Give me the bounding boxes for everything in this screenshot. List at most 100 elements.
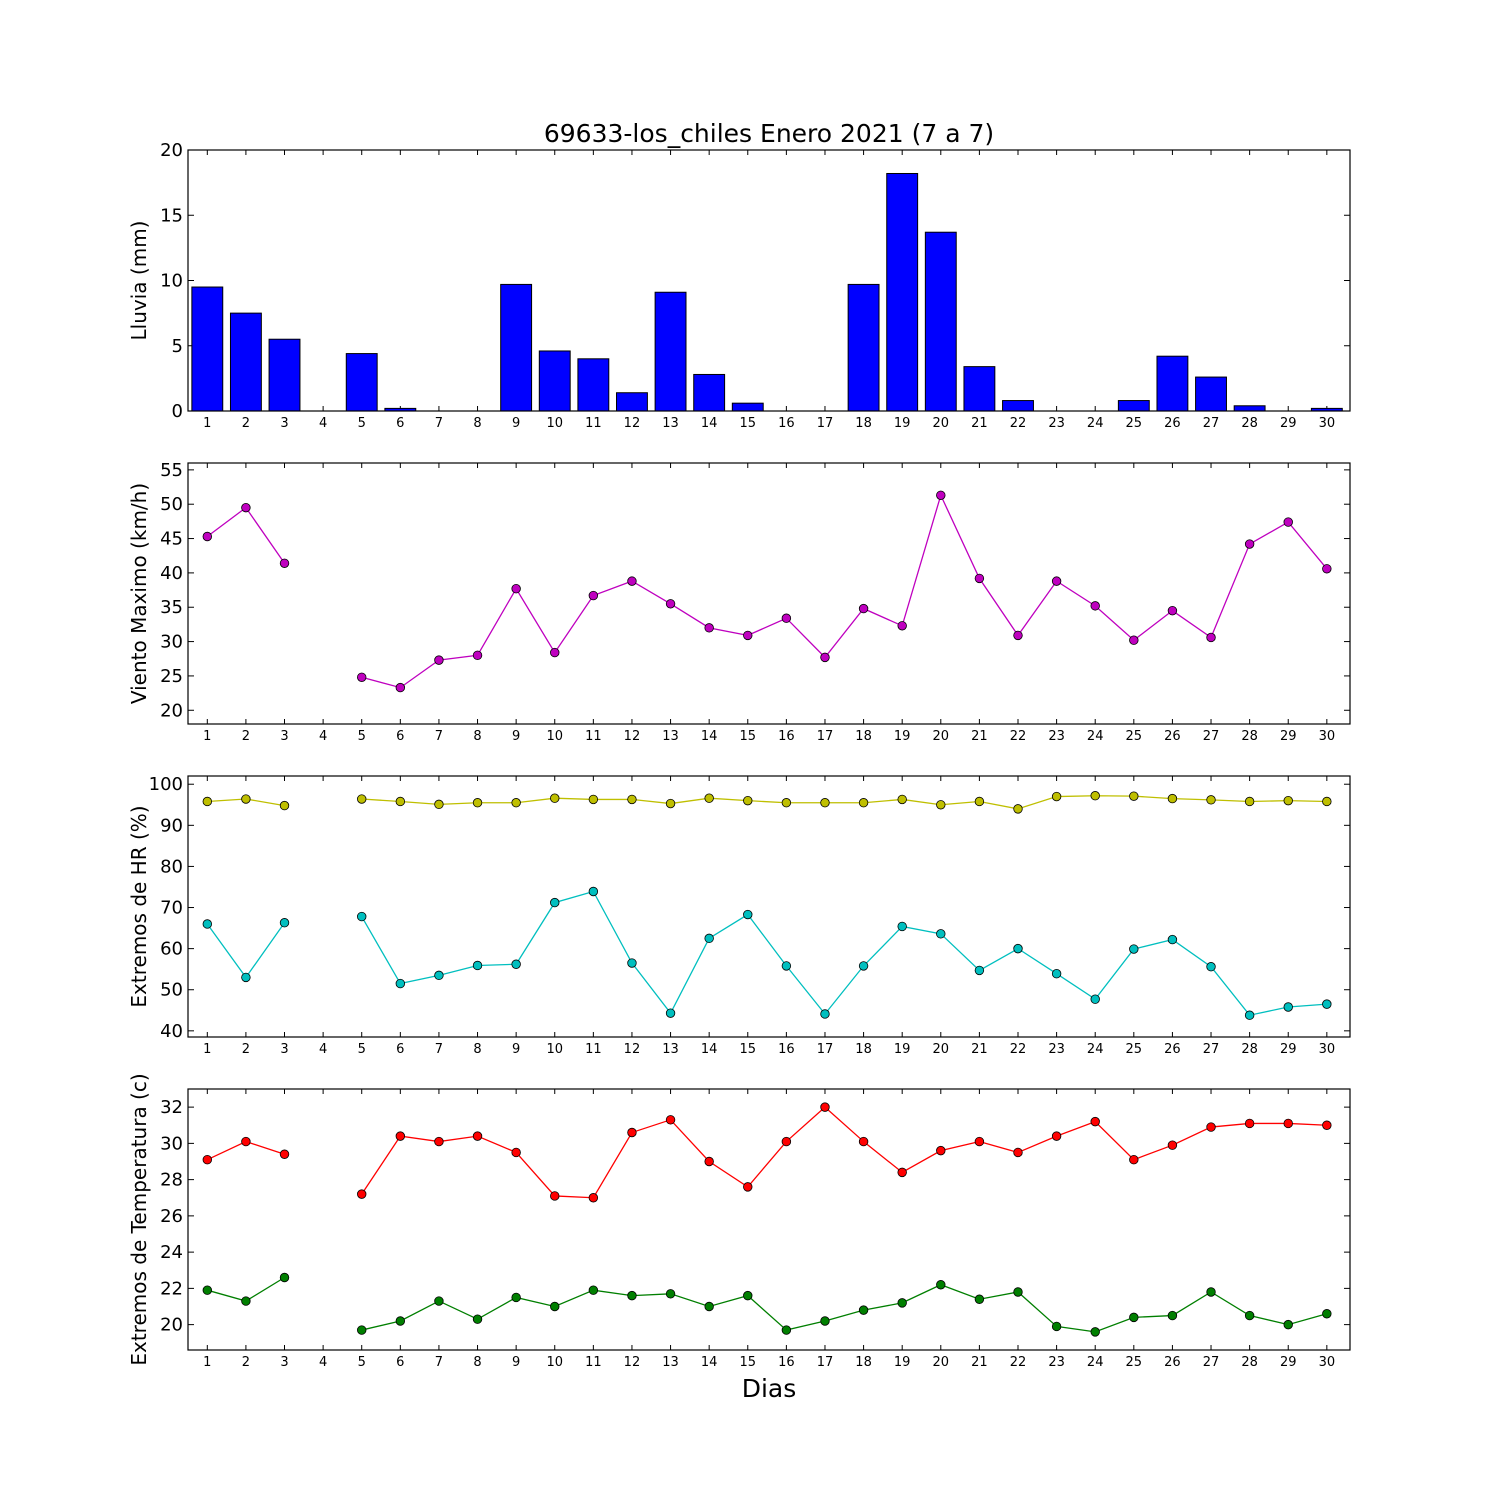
x-tick-label: 14: [701, 416, 718, 431]
data-point: [395, 978, 406, 989]
x-tick-label: 17: [817, 1355, 834, 1370]
data-point: [1167, 1140, 1178, 1150]
rain-bar: [924, 231, 957, 412]
x-tick-label: 15: [739, 1355, 756, 1370]
x-tick-label: 22: [1010, 1042, 1027, 1057]
x-tick-label: 16: [778, 1355, 795, 1370]
data-point: [588, 1285, 599, 1295]
data-point: [395, 1131, 406, 1141]
data-point: [897, 921, 907, 932]
x-tick-label: 28: [1241, 729, 1258, 744]
rain-bar: [1002, 400, 1034, 412]
data-point: [1206, 1287, 1216, 1297]
x-tick-label: 2: [242, 416, 250, 431]
data-point: [434, 655, 444, 665]
data-point: [1090, 791, 1100, 801]
data-point: [1244, 796, 1255, 807]
x-tick-label: 27: [1203, 1042, 1220, 1057]
x-tick-label: 8: [473, 1355, 481, 1370]
y-tick-label: 10: [160, 271, 183, 292]
x-tick-label: 2: [242, 729, 250, 744]
x-tick-label: 21: [971, 729, 988, 744]
series-line-temp-1: [361, 1284, 1328, 1333]
data-point: [357, 794, 367, 804]
x-tick-label: 27: [1203, 416, 1220, 431]
data-point: [395, 1316, 406, 1326]
x-tick-label: 16: [778, 729, 795, 744]
data-point: [665, 1008, 676, 1018]
x-tick-label: 25: [1126, 729, 1143, 744]
x-tick-label: 18: [855, 729, 872, 744]
data-point: [1051, 969, 1062, 979]
x-tick-label: 4: [319, 1042, 327, 1057]
data-point: [781, 1136, 792, 1147]
data-point: [279, 1149, 290, 1159]
data-point: [1244, 539, 1255, 549]
data-point: [241, 972, 251, 983]
x-tick-label: 30: [1319, 729, 1336, 744]
data-point: [472, 1131, 483, 1141]
data-point: [1283, 795, 1293, 806]
x-tick-label: 29: [1280, 416, 1297, 431]
series-line-temp-0: [361, 1106, 1327, 1199]
x-tick-label: 17: [817, 729, 834, 744]
data-point: [627, 958, 637, 968]
x-tick-label: 18: [855, 1042, 872, 1057]
data-point: [897, 1167, 907, 1178]
data-point: [936, 929, 946, 939]
rain-bar: [847, 283, 880, 412]
data-point: [550, 897, 560, 908]
data-point: [820, 1009, 830, 1019]
x-tick-label: 3: [280, 1042, 288, 1057]
data-point: [1206, 632, 1216, 643]
rain-bar: [1233, 405, 1266, 412]
data-point: [627, 1290, 637, 1301]
data-point: [472, 1314, 483, 1324]
x-tick-label: 8: [473, 416, 481, 431]
x-tick-label: 24: [1087, 416, 1104, 431]
data-point: [202, 1285, 213, 1295]
y-tick-label: 40: [160, 1021, 183, 1042]
data-point: [1283, 1319, 1293, 1330]
data-point: [1051, 576, 1062, 586]
data-point: [781, 1325, 792, 1335]
rain-bar: [886, 172, 919, 412]
data-point: [550, 793, 560, 803]
x-tick-label: 14: [701, 729, 718, 744]
data-point: [241, 502, 251, 513]
data-point: [588, 886, 599, 897]
data-point: [704, 933, 714, 944]
x-tick-label: 18: [855, 416, 872, 431]
x-tick-label: 13: [662, 1355, 679, 1370]
data-point: [1206, 962, 1216, 972]
data-point: [1129, 635, 1139, 645]
x-tick-label: 4: [319, 416, 327, 431]
data-point: [1129, 944, 1139, 954]
data-point: [241, 794, 251, 804]
data-point: [858, 603, 869, 614]
x-tick-label: 5: [358, 416, 366, 431]
x-tick-label: 23: [1048, 1355, 1065, 1370]
data-point: [858, 1136, 869, 1147]
x-tick-label: 7: [435, 729, 443, 744]
y-tick-label: 40: [160, 563, 183, 584]
data-point: [434, 1296, 444, 1306]
y-tick-label: 50: [160, 494, 183, 515]
data-point: [395, 796, 406, 807]
x-tick-label: 23: [1048, 1042, 1065, 1057]
data-point: [357, 911, 367, 922]
series-line-hr-0: [361, 795, 1327, 810]
data-point: [627, 576, 637, 586]
x-tick-label: 15: [739, 1042, 756, 1057]
x-tick-label: 20: [933, 1355, 950, 1370]
x-tick-label: 20: [933, 1042, 950, 1057]
y-tick-label: 22: [160, 1278, 183, 1299]
x-tick-label: 10: [546, 1355, 563, 1370]
x-tick-label: 11: [585, 729, 602, 744]
y-tick-label: 5: [172, 336, 183, 357]
y-tick-label: 25: [160, 666, 183, 687]
data-point: [511, 1147, 521, 1158]
data-point: [1090, 601, 1100, 611]
